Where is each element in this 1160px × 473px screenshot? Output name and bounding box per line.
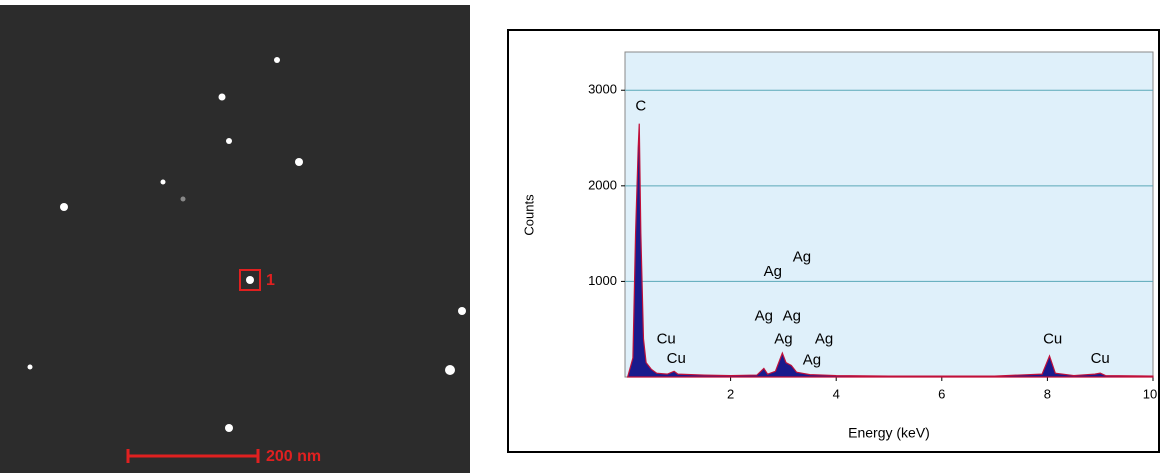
selection-label: 1	[266, 272, 275, 289]
peak-label: Cu	[657, 331, 676, 348]
peak-label: C	[635, 97, 646, 114]
x-tick-label: 10	[1143, 386, 1157, 401]
peak-label: Ag	[755, 308, 773, 325]
peak-label: Ag	[803, 352, 821, 369]
peak-label: Cu	[1091, 350, 1110, 367]
figure: 1 200 nm Counts Energy (keV) 1000 2000 300…	[0, 0, 1160, 473]
particle	[219, 94, 226, 101]
particle	[274, 57, 280, 63]
particle	[225, 424, 233, 432]
spectrum-chart: Counts Energy (keV) 1000 2000 3000 2 4 6 8 10 C A…	[508, 30, 1159, 452]
particle	[28, 365, 33, 370]
micrograph-background	[0, 5, 470, 473]
y-tick-label: 3000	[588, 82, 617, 97]
particle	[161, 180, 166, 185]
peak-label: Ag	[764, 263, 782, 280]
peak-label: Ag	[793, 248, 811, 265]
particle	[181, 197, 186, 202]
peak-label: Ag	[815, 331, 833, 348]
y-axis-label: Counts	[521, 194, 536, 236]
x-tick-label: 4	[833, 386, 840, 401]
particle	[60, 203, 68, 211]
x-axis-label: Energy (keV)	[848, 425, 930, 441]
plot-area	[625, 52, 1153, 377]
scale-bar-label: 200 nm	[266, 448, 321, 465]
particle	[295, 158, 303, 166]
particle	[445, 365, 455, 375]
x-tick-label: 8	[1044, 386, 1051, 401]
peak-label: Ag	[774, 331, 792, 348]
y-tick-label: 1000	[588, 273, 617, 288]
x-tick-label: 2	[727, 386, 734, 401]
particle	[246, 276, 254, 284]
y-tick-label: 2000	[588, 177, 617, 192]
particle	[458, 307, 466, 315]
peak-label: Ag	[783, 308, 801, 325]
micrograph: 1 200 nm	[0, 5, 470, 473]
page: 1 200 nm Counts Energy (keV) 1000 2000 300…	[0, 0, 1160, 473]
particle	[226, 138, 232, 144]
peak-label: Cu	[1043, 331, 1062, 348]
x-tick-label: 6	[938, 386, 945, 401]
peak-label: Cu	[667, 350, 686, 367]
